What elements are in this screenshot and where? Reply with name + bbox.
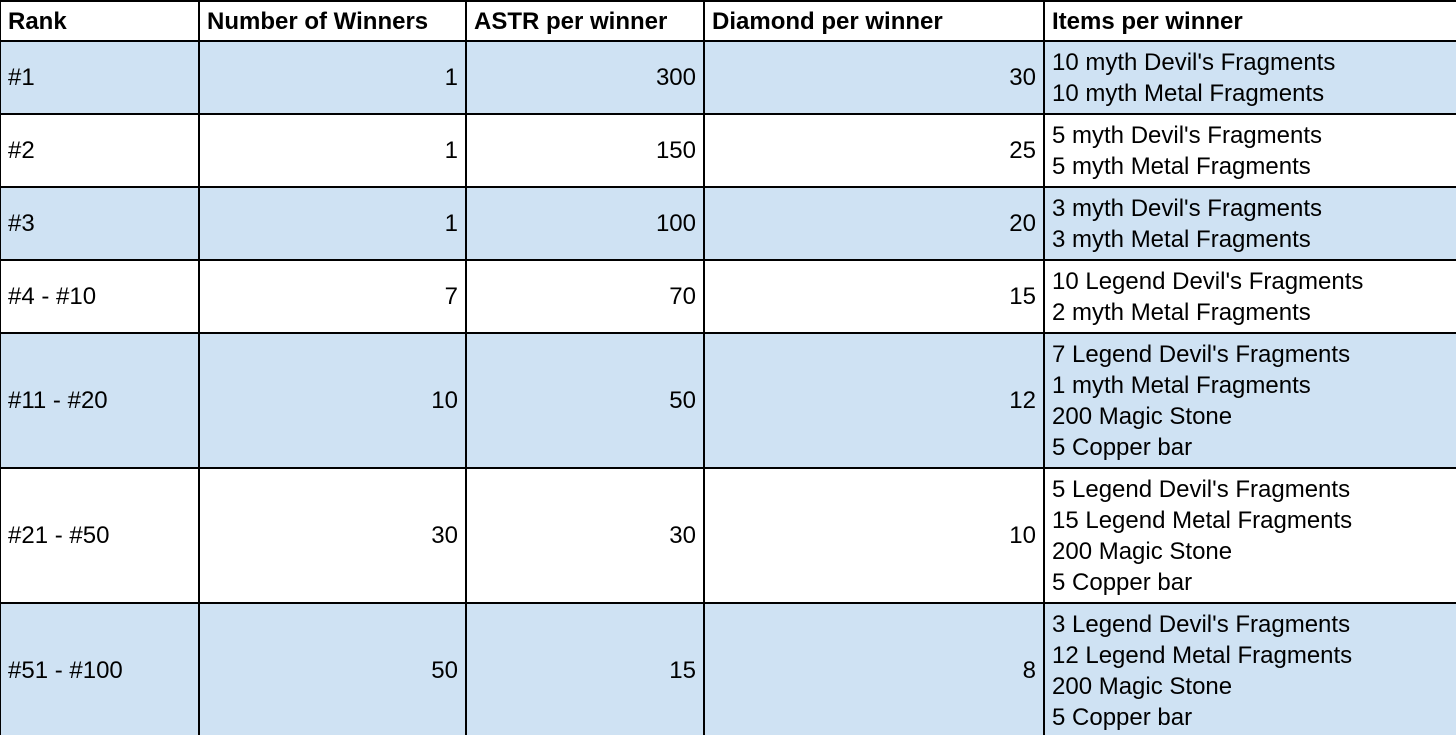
- header-diamond-per-winner[interactable]: Diamond per winner: [703, 0, 1045, 42]
- header-row: Rank Number of Winners ASTR per winner D…: [0, 0, 1456, 42]
- winners-cell[interactable]: 1: [198, 40, 467, 115]
- items-cell[interactable]: 7 Legend Devil's Fragments 1 myth Metal …: [1043, 332, 1456, 469]
- astr-cell[interactable]: 300: [465, 40, 705, 115]
- astr-cell[interactable]: 15: [465, 602, 705, 735]
- item-line: 15 Legend Metal Fragments: [1052, 506, 1353, 534]
- table-row: #11 - #20 10 50 12 7 Legend Devil's Frag…: [0, 332, 1456, 469]
- astr-cell[interactable]: 70: [465, 259, 705, 334]
- astr-cell[interactable]: 150: [465, 113, 705, 188]
- winners-cell[interactable]: 30: [198, 467, 467, 604]
- item-line: 10 myth Devil's Fragments: [1052, 48, 1336, 76]
- item-line: 10 myth Metal Fragments: [1052, 79, 1325, 107]
- astr-cell[interactable]: 100: [465, 186, 705, 261]
- item-line: 10 Legend Devil's Fragments: [1052, 267, 1364, 295]
- astr-cell[interactable]: 30: [465, 467, 705, 604]
- table-row: #51 - #100 50 15 8 3 Legend Devil's Frag…: [0, 602, 1456, 735]
- item-line: 5 myth Devil's Fragments: [1052, 121, 1322, 149]
- item-line: 5 myth Metal Fragments: [1052, 152, 1311, 180]
- table-row: #3 1 100 20 3 myth Devil's Fragments 3 m…: [0, 186, 1456, 261]
- item-line: 200 Magic Stone: [1052, 537, 1233, 565]
- item-line: 3 Legend Devil's Fragments: [1052, 610, 1351, 638]
- items-cell[interactable]: 3 myth Devil's Fragments 3 myth Metal Fr…: [1043, 186, 1456, 261]
- item-line: 7 Legend Devil's Fragments: [1052, 340, 1351, 368]
- winners-cell[interactable]: 50: [198, 602, 467, 735]
- item-line: 3 myth Devil's Fragments: [1052, 194, 1322, 222]
- diamond-cell[interactable]: 10: [703, 467, 1045, 604]
- rank-cell[interactable]: #51 - #100: [0, 602, 200, 735]
- items-cell[interactable]: 5 Legend Devil's Fragments 15 Legend Met…: [1043, 467, 1456, 604]
- item-line: 5 Copper bar: [1052, 433, 1193, 461]
- winners-cell[interactable]: 1: [198, 113, 467, 188]
- items-cell[interactable]: 3 Legend Devil's Fragments 12 Legend Met…: [1043, 602, 1456, 735]
- item-line: 5 Copper bar: [1052, 568, 1193, 596]
- header-items-per-winner[interactable]: Items per winner: [1043, 0, 1456, 42]
- diamond-cell[interactable]: 20: [703, 186, 1045, 261]
- diamond-cell[interactable]: 25: [703, 113, 1045, 188]
- table-row: #21 - #50 30 30 10 5 Legend Devil's Frag…: [0, 467, 1456, 604]
- rank-cell[interactable]: #4 - #10: [0, 259, 200, 334]
- items-cell[interactable]: 5 myth Devil's Fragments 5 myth Metal Fr…: [1043, 113, 1456, 188]
- item-line: 5 Legend Devil's Fragments: [1052, 475, 1351, 503]
- item-line: 12 Legend Metal Fragments: [1052, 641, 1353, 669]
- item-line: 2 myth Metal Fragments: [1052, 298, 1311, 326]
- winners-cell[interactable]: 1: [198, 186, 467, 261]
- rank-cell[interactable]: #11 - #20: [0, 332, 200, 469]
- item-line: 200 Magic Stone: [1052, 402, 1233, 430]
- diamond-cell[interactable]: 12: [703, 332, 1045, 469]
- item-line: 3 myth Metal Fragments: [1052, 225, 1311, 253]
- header-rank[interactable]: Rank: [0, 0, 200, 42]
- winners-cell[interactable]: 7: [198, 259, 467, 334]
- header-astr-per-winner[interactable]: ASTR per winner: [465, 0, 705, 42]
- diamond-cell[interactable]: 8: [703, 602, 1045, 735]
- item-line: 1 myth Metal Fragments: [1052, 371, 1311, 399]
- table-row: #2 1 150 25 5 myth Devil's Fragments 5 m…: [0, 113, 1456, 188]
- diamond-cell[interactable]: 15: [703, 259, 1045, 334]
- diamond-cell[interactable]: 30: [703, 40, 1045, 115]
- rank-cell[interactable]: #2: [0, 113, 200, 188]
- rank-cell[interactable]: #3: [0, 186, 200, 261]
- table-row: #4 - #10 7 70 15 10 Legend Devil's Fragm…: [0, 259, 1456, 334]
- items-cell[interactable]: 10 Legend Devil's Fragments 2 myth Metal…: [1043, 259, 1456, 334]
- header-number-of-winners[interactable]: Number of Winners: [198, 0, 467, 42]
- item-line: 200 Magic Stone: [1052, 672, 1233, 700]
- item-line: 5 Copper bar: [1052, 703, 1193, 731]
- table-row: #1 1 300 30 10 myth Devil's Fragments 10…: [0, 40, 1456, 115]
- winners-cell[interactable]: 10: [198, 332, 467, 469]
- items-cell[interactable]: 10 myth Devil's Fragments 10 myth Metal …: [1043, 40, 1456, 115]
- astr-cell[interactable]: 50: [465, 332, 705, 469]
- rank-cell[interactable]: #21 - #50: [0, 467, 200, 604]
- rank-cell[interactable]: #1: [0, 40, 200, 115]
